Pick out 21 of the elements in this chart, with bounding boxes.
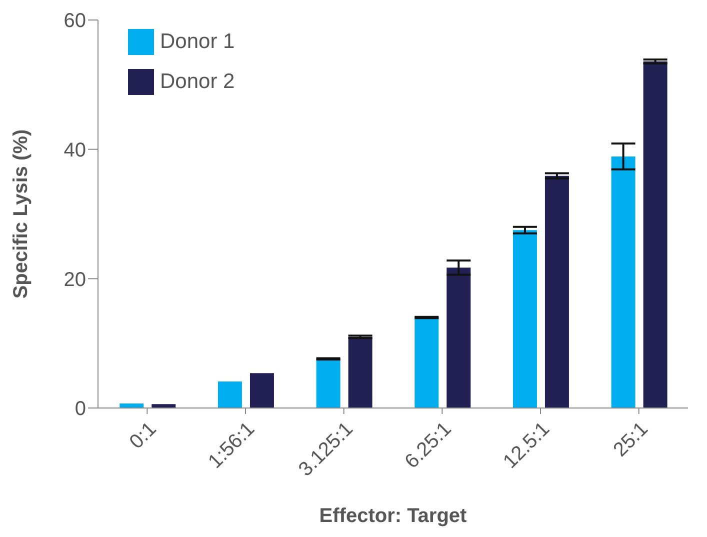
y-tick-label: 0: [74, 398, 86, 420]
bar: [348, 336, 372, 408]
bar: [544, 176, 569, 408]
legend-label: Donor 2: [160, 70, 235, 93]
x-tick-label: 0:1: [126, 418, 161, 454]
bar: [414, 317, 439, 408]
bar: [218, 381, 242, 408]
bar: [250, 373, 274, 408]
y-tick-label: 20: [64, 268, 86, 291]
bar: [152, 404, 176, 408]
bar: [446, 268, 471, 408]
legend-label: Donor 1: [160, 30, 235, 53]
y-tick-label: 60: [64, 10, 86, 32]
bar: [316, 358, 340, 408]
bar: [643, 61, 668, 408]
bar: [611, 156, 636, 408]
y-axis-title: Specific Lysis (%): [10, 129, 32, 299]
x-axis-title: Effector: Target: [319, 505, 468, 527]
y-tick-label: 40: [64, 139, 86, 162]
bar: [512, 230, 537, 408]
x-tick-label: 25:1: [609, 418, 652, 462]
